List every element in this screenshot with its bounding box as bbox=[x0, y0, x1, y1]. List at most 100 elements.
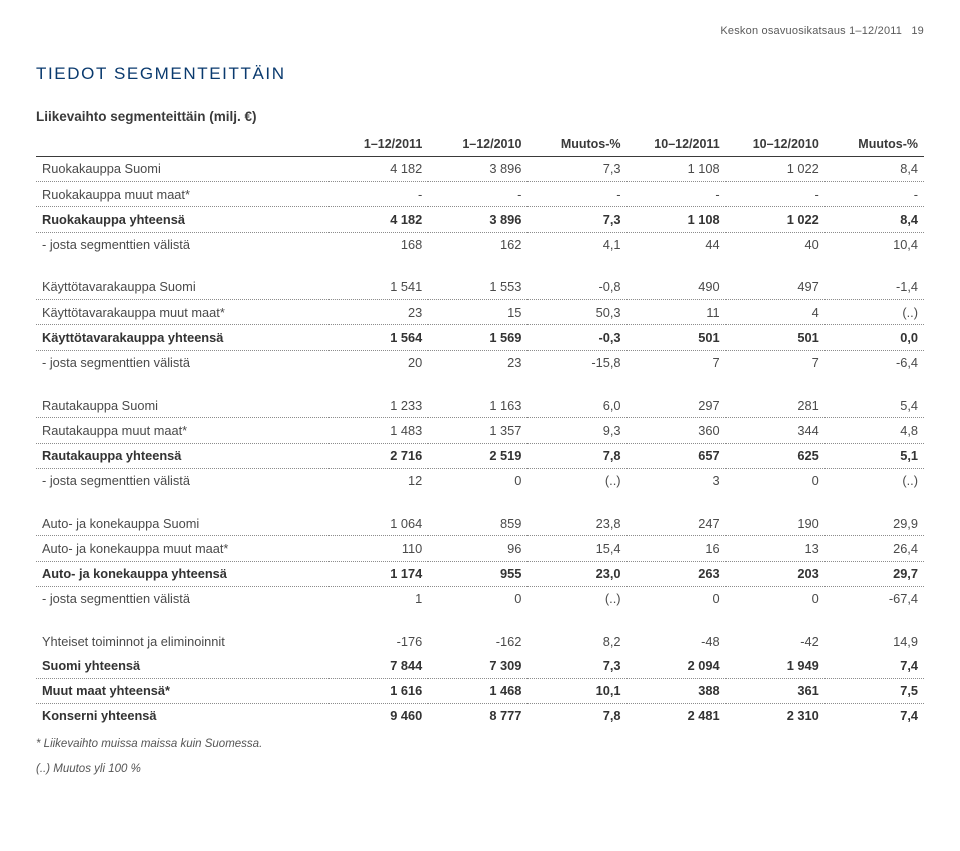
cell-value: 162 bbox=[428, 232, 527, 257]
cell-value: 6,0 bbox=[527, 393, 626, 418]
cell-value: - bbox=[329, 182, 428, 207]
table-row: Rautakauppa yhteensä2 7162 5197,86576255… bbox=[36, 443, 924, 468]
row-label: Ruokakauppa Suomi bbox=[36, 156, 329, 181]
cell-value: 50,3 bbox=[527, 300, 626, 325]
col-header: 10–12/2010 bbox=[726, 132, 825, 156]
row-label: - josta segmenttien välistä bbox=[36, 468, 329, 493]
cell-value: 1 108 bbox=[627, 207, 726, 232]
cell-value: 360 bbox=[627, 418, 726, 443]
cell-value: 5,4 bbox=[825, 393, 924, 418]
cell-value: 1 174 bbox=[329, 561, 428, 586]
cell-value: 263 bbox=[627, 561, 726, 586]
cell-value: 12 bbox=[329, 468, 428, 493]
table-row: Rautakauppa Suomi1 2331 1636,02972815,4 bbox=[36, 393, 924, 418]
table-row: Ruokakauppa Suomi4 1823 8967,31 1081 022… bbox=[36, 156, 924, 181]
row-label: Muut maat yhteensä* bbox=[36, 678, 329, 703]
cell-value: 1 bbox=[329, 586, 428, 611]
row-label: Ruokakauppa yhteensä bbox=[36, 207, 329, 232]
cell-value: 1 022 bbox=[726, 207, 825, 232]
cell-value: 1 553 bbox=[428, 275, 527, 300]
cell-value: 1 108 bbox=[627, 156, 726, 181]
cell-value: 1 064 bbox=[329, 511, 428, 536]
cell-value: 281 bbox=[726, 393, 825, 418]
cell-value: 1 616 bbox=[329, 678, 428, 703]
cell-value: (..) bbox=[825, 300, 924, 325]
cell-value: 15,4 bbox=[527, 536, 626, 561]
cell-value: 297 bbox=[627, 393, 726, 418]
cell-value: (..) bbox=[527, 468, 626, 493]
cell-value: 7,3 bbox=[527, 207, 626, 232]
cell-value: 2 094 bbox=[627, 653, 726, 678]
cell-value: (..) bbox=[825, 468, 924, 493]
cell-value: 1 163 bbox=[428, 393, 527, 418]
footnote-line: * Liikevaihto muissa maissa kuin Suomess… bbox=[36, 736, 924, 753]
table-row: Muut maat yhteensä*1 6161 46810,13883617… bbox=[36, 678, 924, 703]
cell-value: 40 bbox=[726, 232, 825, 257]
cell-value: -0,8 bbox=[527, 275, 626, 300]
table-row: Auto- ja konekauppa yhteensä1 17495523,0… bbox=[36, 561, 924, 586]
cell-value: 23,8 bbox=[527, 511, 626, 536]
row-label: Yhteiset toiminnot ja eliminoinnit bbox=[36, 629, 329, 653]
cell-value: 9,3 bbox=[527, 418, 626, 443]
cell-value: - bbox=[726, 182, 825, 207]
cell-value: 7 bbox=[627, 350, 726, 375]
cell-value: 8,4 bbox=[825, 156, 924, 181]
cell-value: 3 896 bbox=[428, 156, 527, 181]
cell-value: 168 bbox=[329, 232, 428, 257]
cell-value: 657 bbox=[627, 443, 726, 468]
cell-value: -1,4 bbox=[825, 275, 924, 300]
cell-value: 110 bbox=[329, 536, 428, 561]
cell-value: -15,8 bbox=[527, 350, 626, 375]
row-label: Rautakauppa Suomi bbox=[36, 393, 329, 418]
cell-value: 2 519 bbox=[428, 443, 527, 468]
table-row: Konserni yhteensä9 4608 7777,82 4812 310… bbox=[36, 703, 924, 728]
row-label: Käyttötavarakauppa yhteensä bbox=[36, 325, 329, 350]
cell-value: 7,5 bbox=[825, 678, 924, 703]
row-label: Suomi yhteensä bbox=[36, 653, 329, 678]
footnotes: * Liikevaihto muissa maissa kuin Suomess… bbox=[36, 736, 924, 779]
cell-value: 1 949 bbox=[726, 653, 825, 678]
cell-value: (..) bbox=[527, 586, 626, 611]
cell-value: 3 896 bbox=[428, 207, 527, 232]
cell-value: 4 182 bbox=[329, 207, 428, 232]
col-header: 1–12/2010 bbox=[428, 132, 527, 156]
segment-revenue-table: 1–12/20111–12/2010Muutos-%10–12/201110–1… bbox=[36, 132, 924, 728]
cell-value: 4,1 bbox=[527, 232, 626, 257]
table-row: Ruokakauppa muut maat*------ bbox=[36, 182, 924, 207]
cell-value: 23 bbox=[329, 300, 428, 325]
section-title: TIEDOT SEGMENTEITTÄIN bbox=[36, 63, 924, 86]
cell-value: 20 bbox=[329, 350, 428, 375]
cell-value: 8 777 bbox=[428, 703, 527, 728]
cell-value: 2 716 bbox=[329, 443, 428, 468]
cell-value: 859 bbox=[428, 511, 527, 536]
table-row: Käyttötavarakauppa muut maat*231550,3114… bbox=[36, 300, 924, 325]
table-row: Yhteiset toiminnot ja eliminoinnit-176-1… bbox=[36, 629, 924, 653]
footnote-line: (..) Muutos yli 100 % bbox=[36, 761, 924, 778]
table-row: Rautakauppa muut maat*1 4831 3579,336034… bbox=[36, 418, 924, 443]
page-number: 19 bbox=[911, 25, 924, 37]
cell-value: 7,8 bbox=[527, 703, 626, 728]
table-body: Ruokakauppa Suomi4 1823 8967,31 1081 022… bbox=[36, 156, 924, 728]
cell-value: - bbox=[428, 182, 527, 207]
cell-value: 29,7 bbox=[825, 561, 924, 586]
cell-value: -48 bbox=[627, 629, 726, 653]
cell-value: 7,4 bbox=[825, 703, 924, 728]
row-label: Auto- ja konekauppa yhteensä bbox=[36, 561, 329, 586]
table-row: - josta segmenttien välistä120(..)30(..) bbox=[36, 468, 924, 493]
cell-value: 7 844 bbox=[329, 653, 428, 678]
cell-value: - bbox=[825, 182, 924, 207]
row-label: Auto- ja konekauppa Suomi bbox=[36, 511, 329, 536]
cell-value: 1 468 bbox=[428, 678, 527, 703]
cell-value: 0 bbox=[627, 586, 726, 611]
table-row: Käyttötavarakauppa Suomi1 5411 553-0,849… bbox=[36, 275, 924, 300]
table-row: Auto- ja konekauppa Suomi1 06485923,8247… bbox=[36, 511, 924, 536]
cell-value: 955 bbox=[428, 561, 527, 586]
cell-value: 1 233 bbox=[329, 393, 428, 418]
table-row: - josta segmenttien välistä1681624,14440… bbox=[36, 232, 924, 257]
cell-value: 190 bbox=[726, 511, 825, 536]
cell-value: 203 bbox=[726, 561, 825, 586]
cell-value: 1 564 bbox=[329, 325, 428, 350]
cell-value: 3 bbox=[627, 468, 726, 493]
cell-value: -176 bbox=[329, 629, 428, 653]
row-label: - josta segmenttien välistä bbox=[36, 586, 329, 611]
